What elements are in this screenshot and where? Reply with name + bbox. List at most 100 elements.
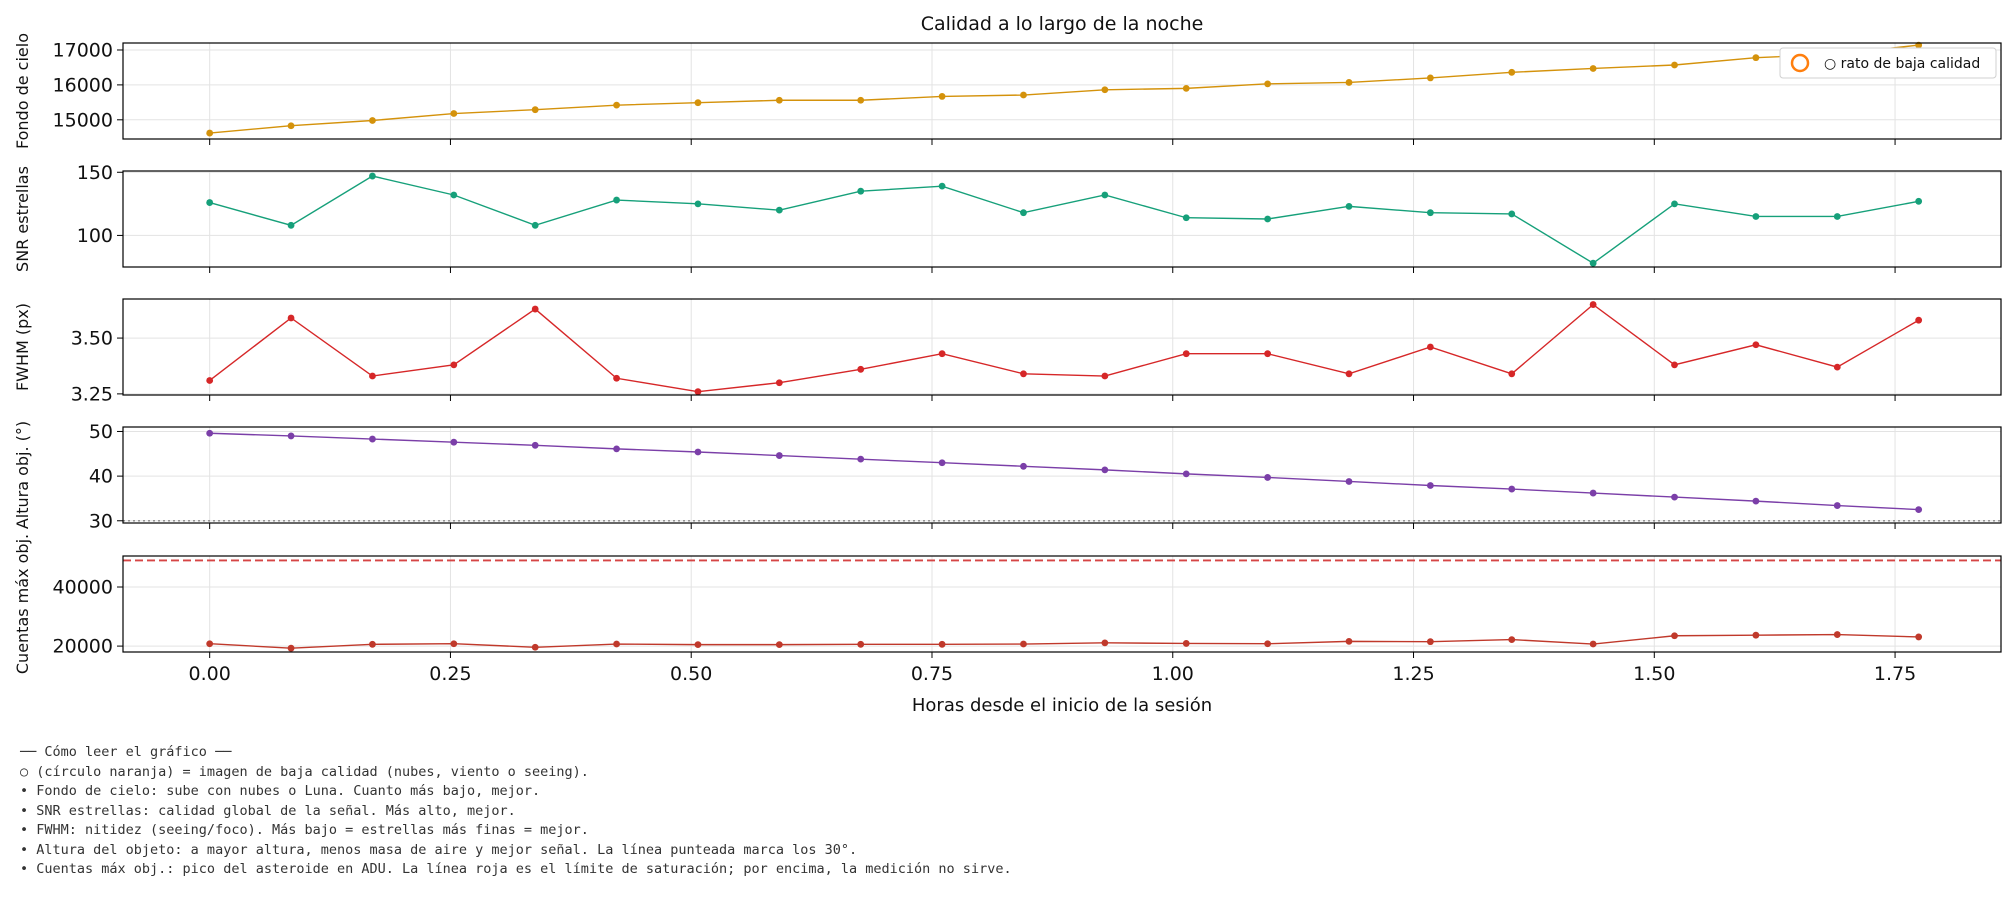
data-point-snr <box>1915 197 1923 205</box>
data-point-alt <box>1589 489 1597 497</box>
data-point-peak <box>938 640 946 648</box>
y-tick-label: 150 <box>77 162 113 184</box>
data-point-alt <box>1833 502 1841 509</box>
data-point-snr <box>775 206 783 214</box>
data-point-sky <box>1752 54 1760 62</box>
data-point-peak <box>1182 640 1190 647</box>
data-point-peak <box>1589 640 1597 648</box>
x-tick-label: 0.25 <box>429 663 471 685</box>
data-point-fwhm <box>1752 341 1760 349</box>
data-point-snr <box>857 187 865 195</box>
data-point-fwhm <box>1101 372 1109 380</box>
data-point-alt <box>1671 493 1678 501</box>
y-axis-label-snr: SNR estrellas <box>13 166 32 272</box>
data-point-sky <box>1426 74 1434 82</box>
data-point-sky <box>531 106 539 114</box>
data-point-alt <box>369 435 376 443</box>
data-point-alt <box>775 452 783 459</box>
data-point-fwhm <box>531 305 539 313</box>
data-point-snr <box>1345 202 1353 210</box>
series-line-fwhm <box>209 303 1920 393</box>
panel-frame <box>122 426 2002 524</box>
y-tick-label: 30 <box>89 510 113 532</box>
data-point-fwhm <box>1182 350 1190 358</box>
data-point-snr <box>1264 215 1272 223</box>
data-point-alt <box>450 438 458 446</box>
chart-legend: ○ rato de baja calidad <box>1779 47 1997 79</box>
data-point-snr <box>1020 209 1027 217</box>
data-point-sky <box>1101 86 1109 94</box>
data-point-peak <box>1508 636 1516 643</box>
y-tick-label: 40000 <box>53 577 113 599</box>
reading-guide-heading: ── Cómo leer el gráfico ── <box>20 744 232 760</box>
data-point-peak <box>1426 638 1434 646</box>
y-tick-label: 3.25 <box>71 383 113 405</box>
data-point-sky <box>1020 91 1027 99</box>
data-point-peak <box>857 640 865 648</box>
data-point-fwhm <box>287 314 295 322</box>
y-tick-label: 50 <box>89 421 113 443</box>
data-point-peak <box>450 640 458 648</box>
x-tick-label: 1.25 <box>1392 663 1434 685</box>
y-tick-label: 40 <box>89 466 113 488</box>
panel-frame <box>122 555 2002 653</box>
series-line-alt <box>209 432 1919 511</box>
data-point-fwhm <box>1915 316 1923 324</box>
panel-frame <box>122 170 2002 268</box>
y-tick-label: 100 <box>77 225 113 247</box>
data-point-snr <box>287 221 295 229</box>
y-tick-label: 20000 <box>53 636 113 658</box>
data-point-fwhm <box>1589 301 1597 308</box>
series-line-peak <box>209 633 1919 649</box>
data-point-sky <box>775 96 783 104</box>
panel-alt: 30 40 50 Altura obj. (°) <box>13 421 2002 532</box>
data-point-sky <box>1345 79 1353 86</box>
data-point-alt <box>1752 497 1760 505</box>
data-point-sky <box>1671 61 1678 69</box>
data-point-peak <box>694 641 702 649</box>
data-point-fwhm <box>938 350 946 358</box>
data-point-alt <box>1508 485 1516 493</box>
reading-guide-line: • Altura del objeto: a mayor altura, men… <box>20 841 858 858</box>
data-point-alt <box>694 448 702 456</box>
panel-fwhm: 3.25 3.50 FWHM (px) <box>13 298 2002 405</box>
reading-guide-line: ○ (círculo naranja) = imagen de baja cal… <box>20 763 589 780</box>
data-point-fwhm <box>857 365 865 373</box>
data-point-snr <box>694 200 702 208</box>
series-line-sky <box>209 44 1919 134</box>
data-point-peak <box>1833 631 1841 638</box>
chart-panels: 15000 16000 17000 Fondo de cielo ○ rato de b… <box>13 33 2002 685</box>
data-point-alt <box>1020 462 1027 470</box>
reading-guide: ── Cómo leer el gráfico ── ○ (círculo na… <box>20 743 1012 880</box>
chart-figure: Calidad a lo largo de la noche 15000 1600… <box>13 13 2002 716</box>
x-tick-label: 1.50 <box>1633 663 1675 685</box>
low-quality-marker-icon <box>1790 53 1810 73</box>
reading-guide-line: • SNR estrellas: calidad global de la se… <box>20 802 516 819</box>
data-point-alt <box>613 445 620 453</box>
data-point-snr <box>613 196 620 204</box>
data-point-sky <box>450 110 458 117</box>
data-point-fwhm <box>1426 343 1434 351</box>
data-point-fwhm <box>450 361 458 369</box>
data-point-sky <box>287 122 295 130</box>
data-point-fwhm <box>1020 370 1027 378</box>
data-point-snr <box>1182 214 1190 222</box>
data-point-fwhm <box>775 379 783 387</box>
data-point-snr <box>1671 200 1678 208</box>
y-axis-label-alt: Altura obj. (°) <box>13 421 32 529</box>
data-point-alt <box>287 432 295 440</box>
data-point-sky <box>369 117 376 124</box>
x-tick-label: 1.00 <box>1152 663 1194 685</box>
data-point-alt <box>1101 466 1109 474</box>
data-point-peak <box>1264 640 1272 648</box>
panel-snr: 100 150 SNR estrellas <box>13 162 2002 273</box>
data-point-alt <box>1264 474 1272 481</box>
data-point-snr <box>1589 259 1597 267</box>
data-point-peak <box>206 640 214 648</box>
data-point-snr <box>531 221 539 229</box>
data-point-fwhm <box>1671 361 1678 369</box>
y-axis-label-peak: Cuentas máx obj. <box>13 534 32 674</box>
data-point-peak <box>1101 639 1109 647</box>
data-point-snr <box>450 191 458 199</box>
panel-peak: 20000 40000 Cuentas máx obj. <box>13 534 2002 674</box>
